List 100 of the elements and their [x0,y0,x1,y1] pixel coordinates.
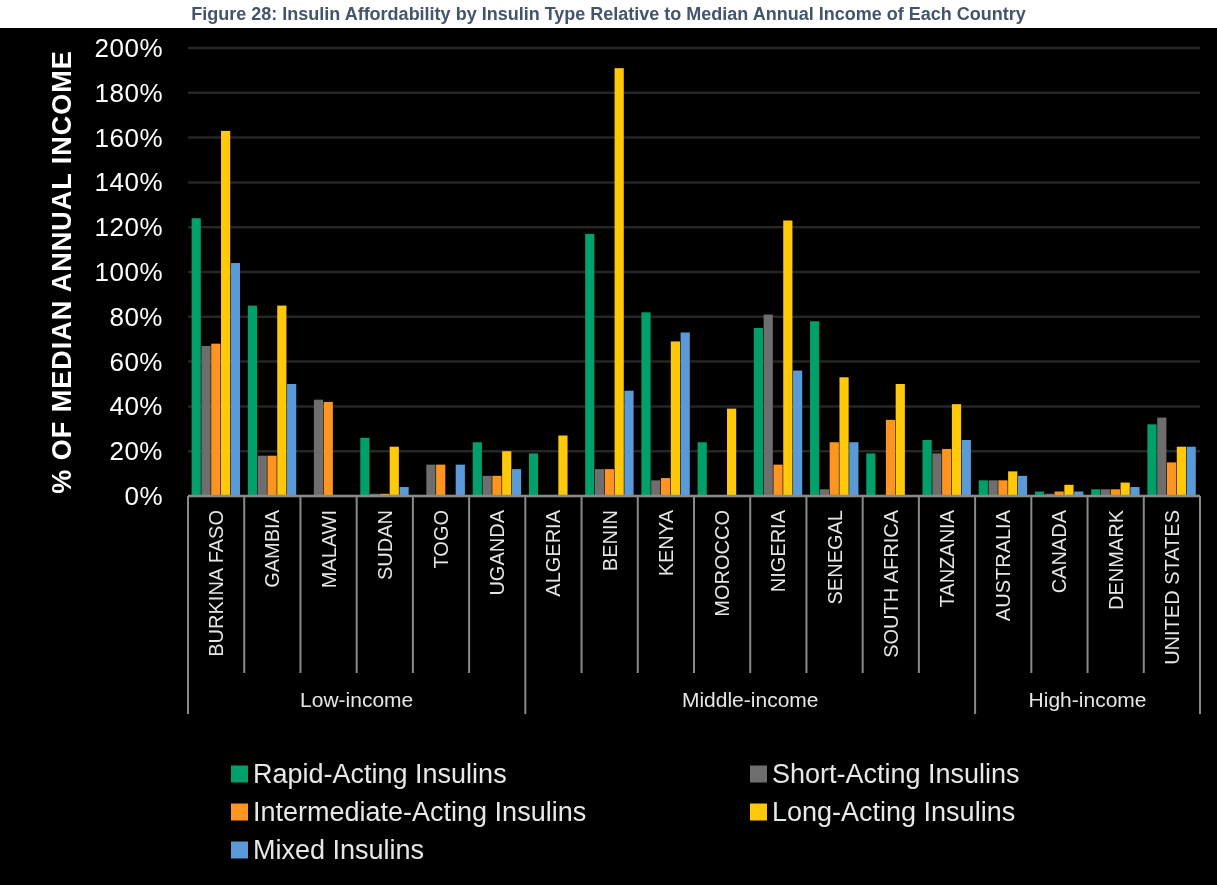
bar [942,448,952,496]
y-tick-label: 20% [109,436,163,467]
bar [455,464,465,496]
bar [267,455,277,496]
bar [1176,446,1186,496]
bar [1064,484,1074,496]
text: High-income [1028,687,1147,711]
y-tick-label: 200% [94,33,163,63]
bar [201,345,211,496]
bar [895,384,905,496]
x-tick-label: SENEGAL [823,510,846,605]
x-tick-label: TOGO [430,510,452,569]
bar [1166,462,1177,496]
x-tick-label: NIGERIA [767,509,790,593]
legend-label: Short-Acting Insulins [772,759,1020,789]
bar [277,305,287,496]
x-tick-label: DENMARK [1104,509,1127,611]
x-tick-label: KENYA [654,509,677,577]
x-tick-label: UNITED STATES [1160,510,1183,665]
x-tick-label: MALAWI [317,510,340,589]
bar [773,464,783,496]
bar [951,404,962,496]
legend-label: Rapid-Acting Insulins [253,759,507,789]
bar [998,480,1008,496]
x-tick-label: UGANDA [486,509,509,596]
bar [528,453,539,496]
y-tick-label: 180% [94,77,163,108]
y-tick-label: 60% [109,346,163,377]
bar [932,453,942,496]
text: Middle-income [681,687,819,711]
bar [257,455,267,496]
bar [436,464,446,496]
x-tick-label: BENIN [598,510,621,572]
bar [961,440,971,496]
x-tick-label: MOROCCO [711,510,734,617]
bar [502,451,512,496]
bar [988,480,998,496]
bar [1157,417,1167,496]
bar [810,321,820,496]
y-tick-label: 40% [109,391,163,422]
y-axis-title: % OF MEDIAN ANNUAL INCOME [47,50,77,494]
x-tick-label: ALGERIA [542,509,565,597]
bar [360,437,370,496]
x-tick-label: CANADA [1048,509,1071,594]
bar [1147,424,1157,496]
y-tick-label: 0% [124,481,163,511]
y-tick-label: 100% [94,257,163,287]
bar [247,305,258,496]
bar [389,446,399,496]
legend-label: Long-Acting Insulins [772,797,1016,827]
bar [614,68,624,496]
bar [866,453,876,496]
y-tick-label: 160% [94,122,163,153]
bar [849,442,859,496]
bar [885,419,896,496]
x-tick-label: GAMBIA [261,509,284,588]
bar [793,370,803,496]
bar [211,343,221,496]
bar [230,263,241,496]
bar [1130,487,1140,496]
bar [978,480,988,496]
bar [399,487,409,496]
bar [287,384,297,496]
bar [680,332,690,496]
bar [839,377,849,496]
bar [482,475,492,496]
bar [783,220,793,496]
bar [472,442,482,496]
chart-title: Figure 28: Insulin Affordability by Insulin Type Relative to Median Annual Income of Each Country [191,4,1026,24]
bar [1186,446,1196,496]
bar [727,408,737,496]
bar [323,401,333,496]
bar [426,464,436,496]
bar [313,399,324,496]
bar [1008,471,1018,496]
y-tick-label: 80% [109,301,163,332]
bar [558,435,568,496]
bar [585,233,595,496]
bar [604,469,614,496]
bar [492,475,502,496]
x-tick-label: SOUTH AFRICA [879,509,902,658]
bar [1017,475,1028,496]
bar [829,442,839,496]
bar [651,480,661,496]
bar [697,442,707,496]
x-tick-label: BURKINA FASO [205,510,228,657]
bar [763,314,773,496]
bar [660,478,671,496]
x-tick-label: TANZANIA [936,509,958,608]
bar [641,312,651,496]
legend-label: Mixed Insulins [253,835,425,865]
bar [670,341,680,496]
bar [594,469,605,496]
x-tick-label: AUSTRALIA [992,509,1015,622]
bar [624,390,634,496]
x-tick-label: SUDAN [373,510,396,581]
y-tick-label: 140% [94,167,163,198]
text: Low-income [300,687,414,711]
bar [753,328,764,496]
bar [922,440,932,496]
